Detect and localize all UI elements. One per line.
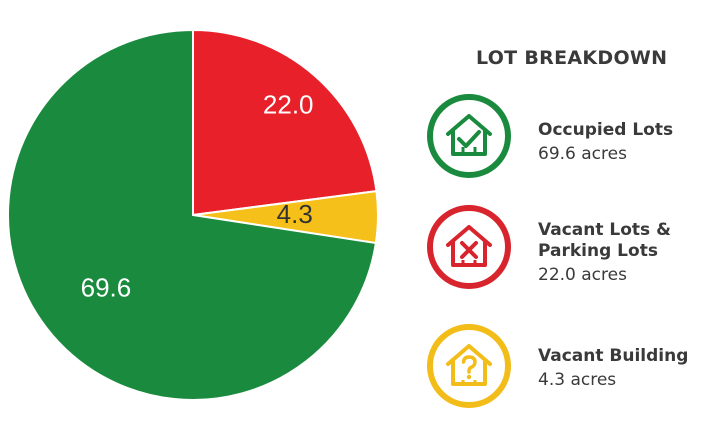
pie-chart: 22.0 4.3 69.6: [7, 28, 379, 401]
legend-item-name-line-1: Vacant Lots &: [538, 220, 671, 240]
pie-slice-1: [192, 28, 378, 217]
legend-item-value: 69.6 acres: [538, 144, 627, 164]
legend-item-value: 22.0 acres: [538, 265, 627, 285]
pie-slice-label-2: 4.3: [277, 199, 313, 229]
pie-slice-label-0: 69.6: [81, 273, 132, 303]
legend-item-name: Vacant Building: [538, 346, 689, 366]
legend-item-name-line-2: Parking Lots: [538, 241, 658, 261]
house-x-icon: [427, 205, 511, 289]
house-question-icon: [427, 324, 511, 408]
legend: LOT BREAKDOWN Occupied Lots 69.6 acres V…: [420, 0, 718, 430]
pie-slice-0: [7, 28, 378, 401]
legend-item-value: 4.3 acres: [538, 370, 617, 390]
pie-slice-label-1: 22.0: [263, 89, 314, 119]
legend-item-name: Occupied Lots: [538, 120, 674, 140]
legend-title: LOT BREAKDOWN: [476, 47, 668, 69]
house-check-icon: [427, 94, 511, 178]
